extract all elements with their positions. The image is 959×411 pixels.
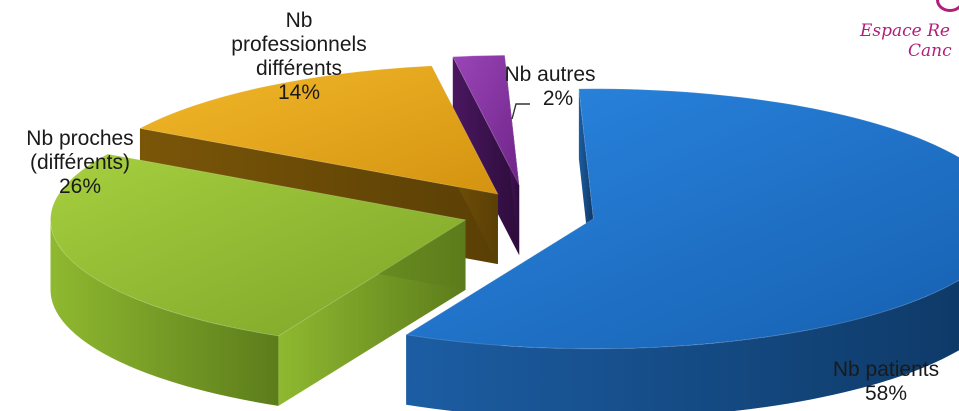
slice-patients-top [404, 88, 959, 350]
slice-patients [404, 88, 959, 411]
slice-patients-side-0 [406, 280, 959, 411]
slice-autres [451, 54, 520, 256]
label-autres-pct: 2% [542, 87, 574, 110]
label-professionnels-line1: Nb [285, 9, 313, 32]
label-professionnels-line2: professionnels [231, 33, 367, 56]
slice-professionnels-top [138, 65, 499, 195]
label-proches-line2: (différents) [30, 151, 130, 174]
label-proches-line1: Nb proches [26, 127, 134, 150]
logo-text-line1: Espace Re [860, 21, 950, 41]
label-proches: Nb proches (différents) 26% [0, 127, 160, 199]
logo-swirl-icon [936, 0, 959, 12]
label-professionnels-pct: 14% [277, 81, 321, 104]
slice-proches [50, 153, 467, 406]
logo: Espace Re Canc [856, 0, 959, 72]
label-proches-pct: 26% [58, 175, 102, 198]
slice-proches-top [50, 153, 467, 337]
label-autres-line1: Nb autres [504, 63, 596, 86]
slice-proches-side-0 [50, 219, 279, 406]
label-patients-pct: 58% [864, 382, 908, 405]
slice-autres-wall-0 [452, 56, 520, 256]
label-autres: Nb autres 2% [480, 63, 620, 111]
autres-leader-line [511, 103, 530, 120]
label-patients-line1: Nb patients [832, 358, 940, 381]
label-professionnels-line3: différents [256, 57, 342, 80]
slice-autres-top [451, 54, 520, 186]
label-patients: Nb patients 58% [813, 358, 959, 406]
logo-text-line2: Canc [908, 41, 952, 61]
label-professionnels: Nb professionnels différents 14% [199, 9, 399, 105]
